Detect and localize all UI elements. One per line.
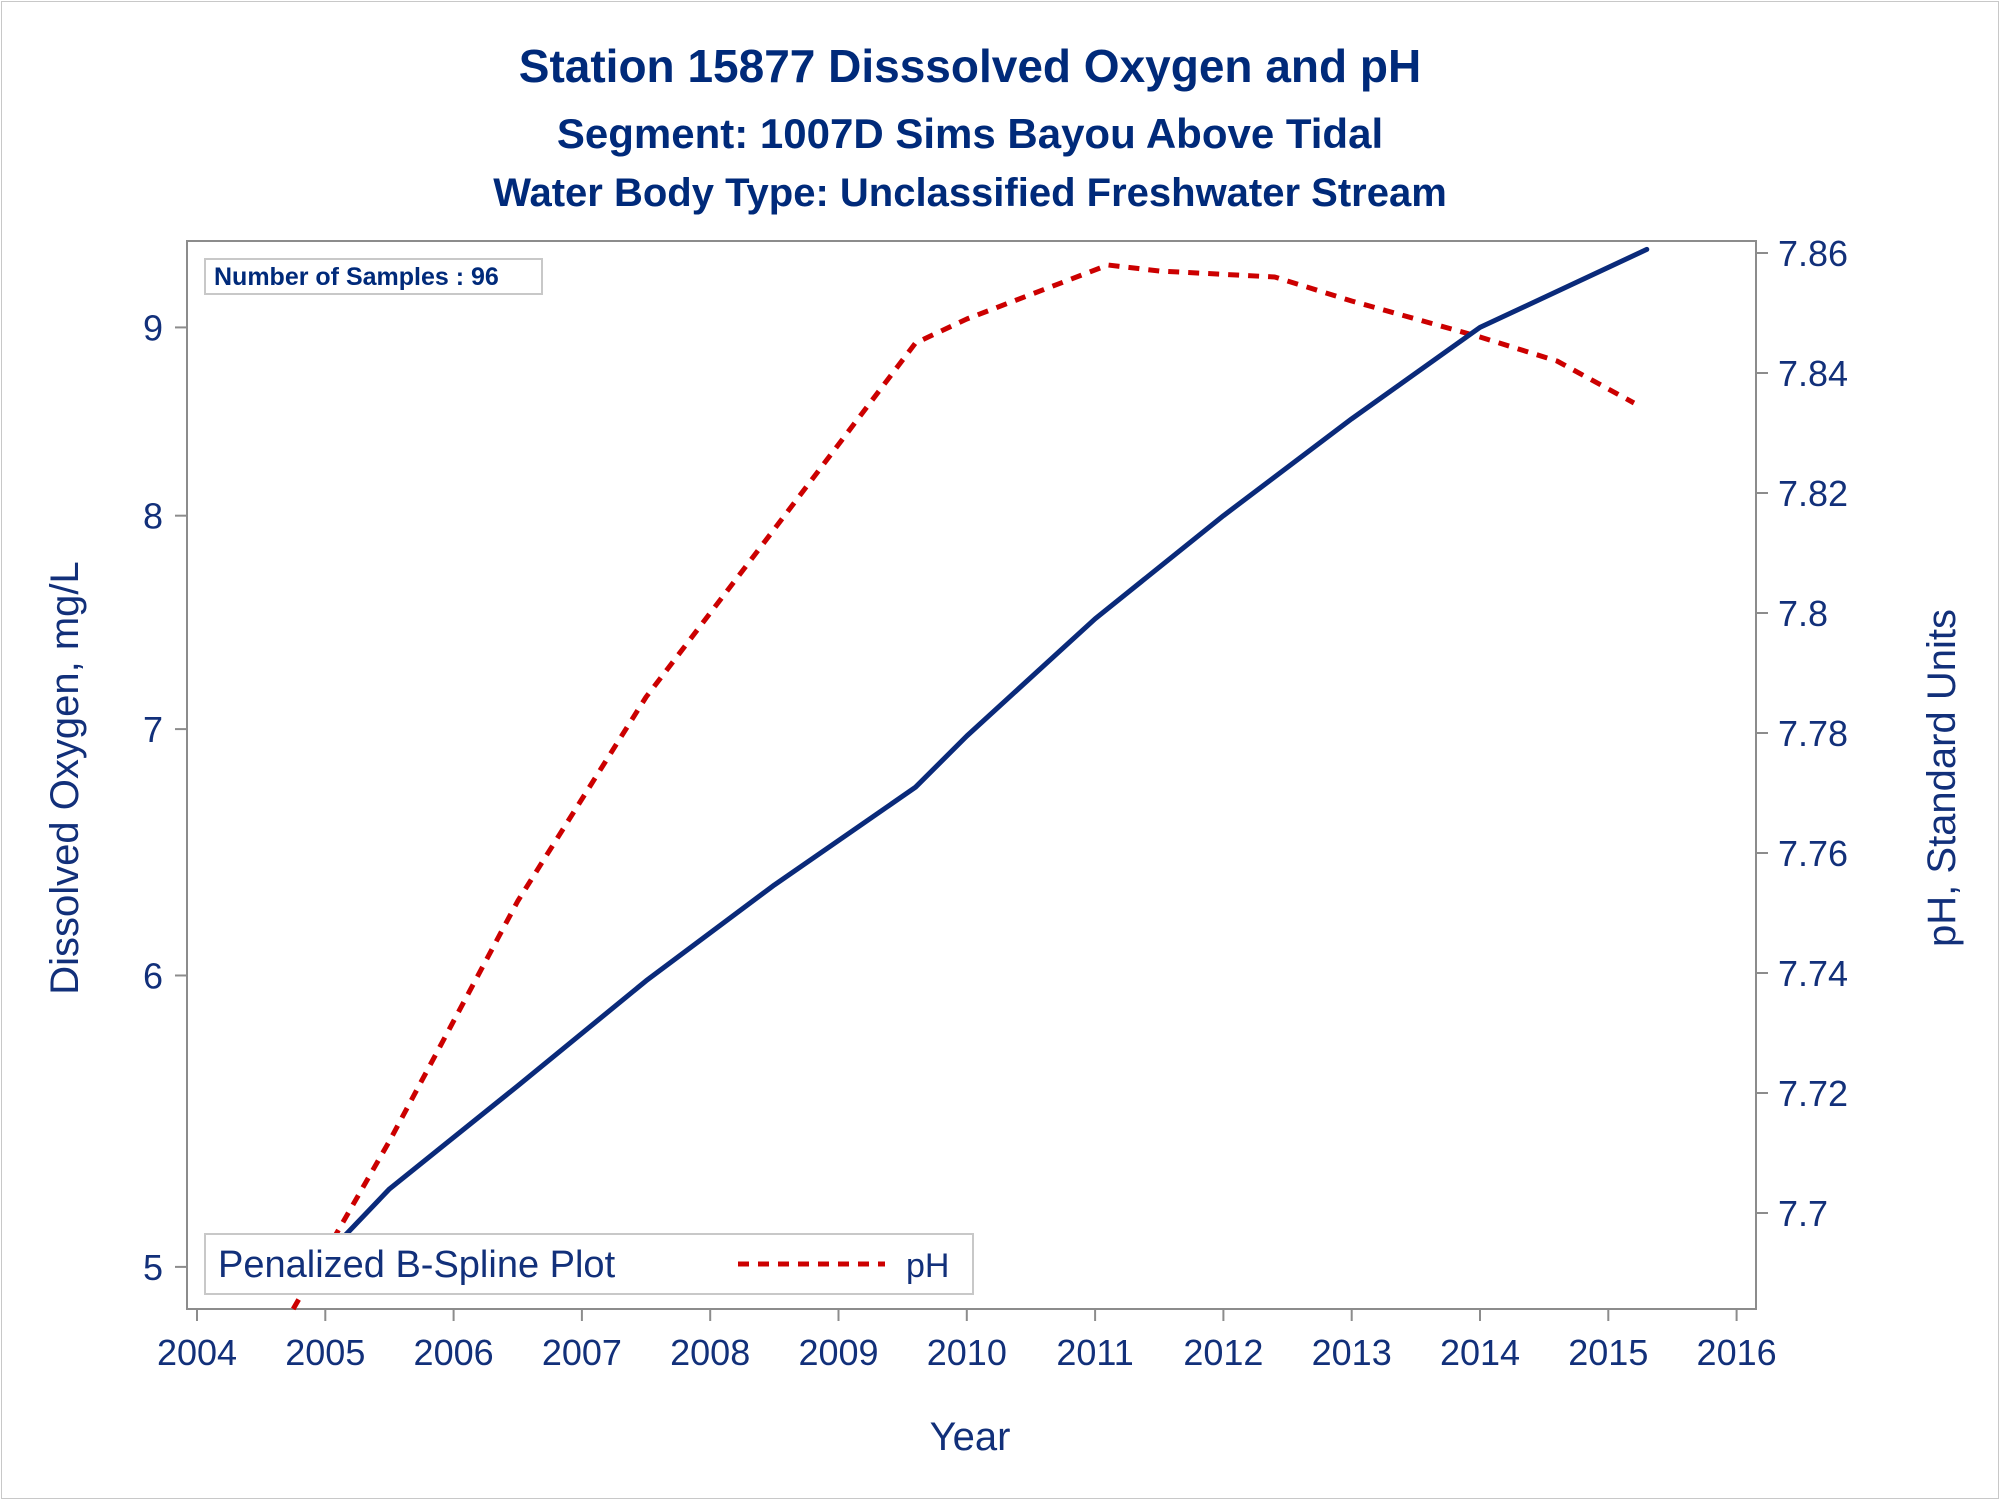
x-tick-label-2012: 2012 [1183,1332,1263,1373]
x-axis-label: Year [930,1415,1011,1459]
x-tick-label-2014: 2014 [1440,1332,1520,1373]
y2-tick-label-7.76: 7.76 [1778,833,1848,874]
y-tick-label-7: 7 [143,709,163,750]
x-tick-label-2015: 2015 [1568,1332,1648,1373]
series-dissolved-oxygen-line [297,246,1650,1286]
y2-tick-label-7.8: 7.8 [1778,593,1828,634]
y-tick-label-6: 6 [143,955,163,996]
x-tick-label-2007: 2007 [542,1332,622,1373]
x-tick-label-2013: 2013 [1312,1332,1392,1373]
y-axis-left: 5 6 7 8 9 [143,307,187,1288]
x-axis: 2004 2005 2006 2007 2008 2009 2010 2011 2012 2013… [157,1309,1777,1373]
y2-tick-label-7.72: 7.72 [1778,1073,1848,1114]
y2-tick-label-7.74: 7.74 [1778,953,1848,994]
y2-tick-label-7.82: 7.82 [1778,473,1848,514]
y2-tick-label-7.78: 7.78 [1778,713,1848,754]
y2-axis-label: pH, Standard Units [1920,609,1964,947]
x-tick-label-2010: 2010 [927,1332,1007,1373]
chart-subtitle-segment: Segment: 1007D Sims Bayou Above Tidal [557,110,1383,157]
y-tick-label-5: 5 [143,1247,163,1288]
series-ph-line [291,262,1636,1311]
plot-area-border [186,240,1757,1310]
chart-title: Station 15877 Disssolved Oxygen and pH [519,40,1421,92]
y-axis-right: 7.7 7.72 7.74 7.76 7.78 7.8 7.82 7.84 7.86 [1756,233,1848,1234]
chart-subtitle-waterbody: Water Body Type: Unclassified Freshwater… [493,171,1447,215]
series-layer [291,246,1650,1311]
y2-tick-label-7.7: 7.7 [1778,1193,1828,1234]
x-tick-label-2009: 2009 [798,1332,878,1373]
sample-count-text: Number of Samples : 96 [214,263,499,291]
x-tick-label-2008: 2008 [670,1332,750,1373]
sample-count-box [204,258,543,295]
x-tick-label-2011: 2011 [1056,1332,1133,1373]
x-tick-label-2006: 2006 [414,1332,494,1373]
y-tick-label-8: 8 [143,496,163,537]
y2-tick-label-7.84: 7.84 [1778,353,1848,394]
x-tick-label-2004: 2004 [157,1332,237,1373]
x-tick-label-2016: 2016 [1697,1332,1777,1373]
y-axis-label: Dissolved Oxygen, mg/L [43,561,87,995]
legend-label-ph: pH [906,1247,949,1285]
legend-title: Penalized B-Spline Plot [218,1244,616,1286]
y-tick-label-9: 9 [143,307,163,348]
x-tick-label-2005: 2005 [285,1332,365,1373]
y2-tick-label-7.86: 7.86 [1778,233,1848,274]
